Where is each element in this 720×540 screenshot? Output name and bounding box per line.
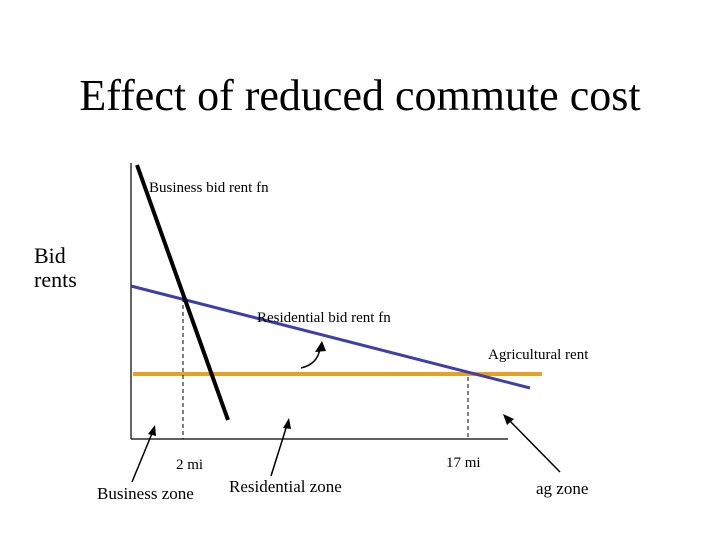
residential-zone-arrow-head: [283, 418, 291, 429]
agricultural-rent-label: Agricultural rent: [488, 347, 589, 363]
y-axis-label-line2: rents: [34, 267, 77, 292]
ag-zone-arrow-icon: [506, 417, 561, 473]
residential-bid-rent-label: Residential bid rent fn: [257, 310, 391, 326]
business-bid-rent-label: Business bid rent fn: [149, 180, 269, 196]
residential-zone-arrow-icon: [270, 424, 288, 477]
curved-arrow-head: [315, 341, 326, 352]
business-zone-arrow-icon: [131, 430, 154, 483]
tick-label-17mi: 17 mi: [446, 455, 481, 471]
business-zone-arrow-head: [148, 425, 156, 436]
slide-title: Effect of reduced commute cost: [79, 71, 641, 120]
y-axis-label: Bid rents: [34, 244, 77, 292]
residential-bid-rent-line: [130, 284, 531, 390]
business-bid-rent-line: [135, 164, 230, 421]
y-axis-label-line1: Bid: [34, 243, 66, 268]
business-zone-label: Business zone: [97, 484, 194, 503]
residential-zone-label: Residential zone: [229, 477, 342, 496]
ag-zone-arrow-head: [503, 414, 514, 425]
ag-zone-label: ag zone: [536, 479, 588, 498]
tick-label-2mi: 2 mi: [176, 457, 203, 473]
